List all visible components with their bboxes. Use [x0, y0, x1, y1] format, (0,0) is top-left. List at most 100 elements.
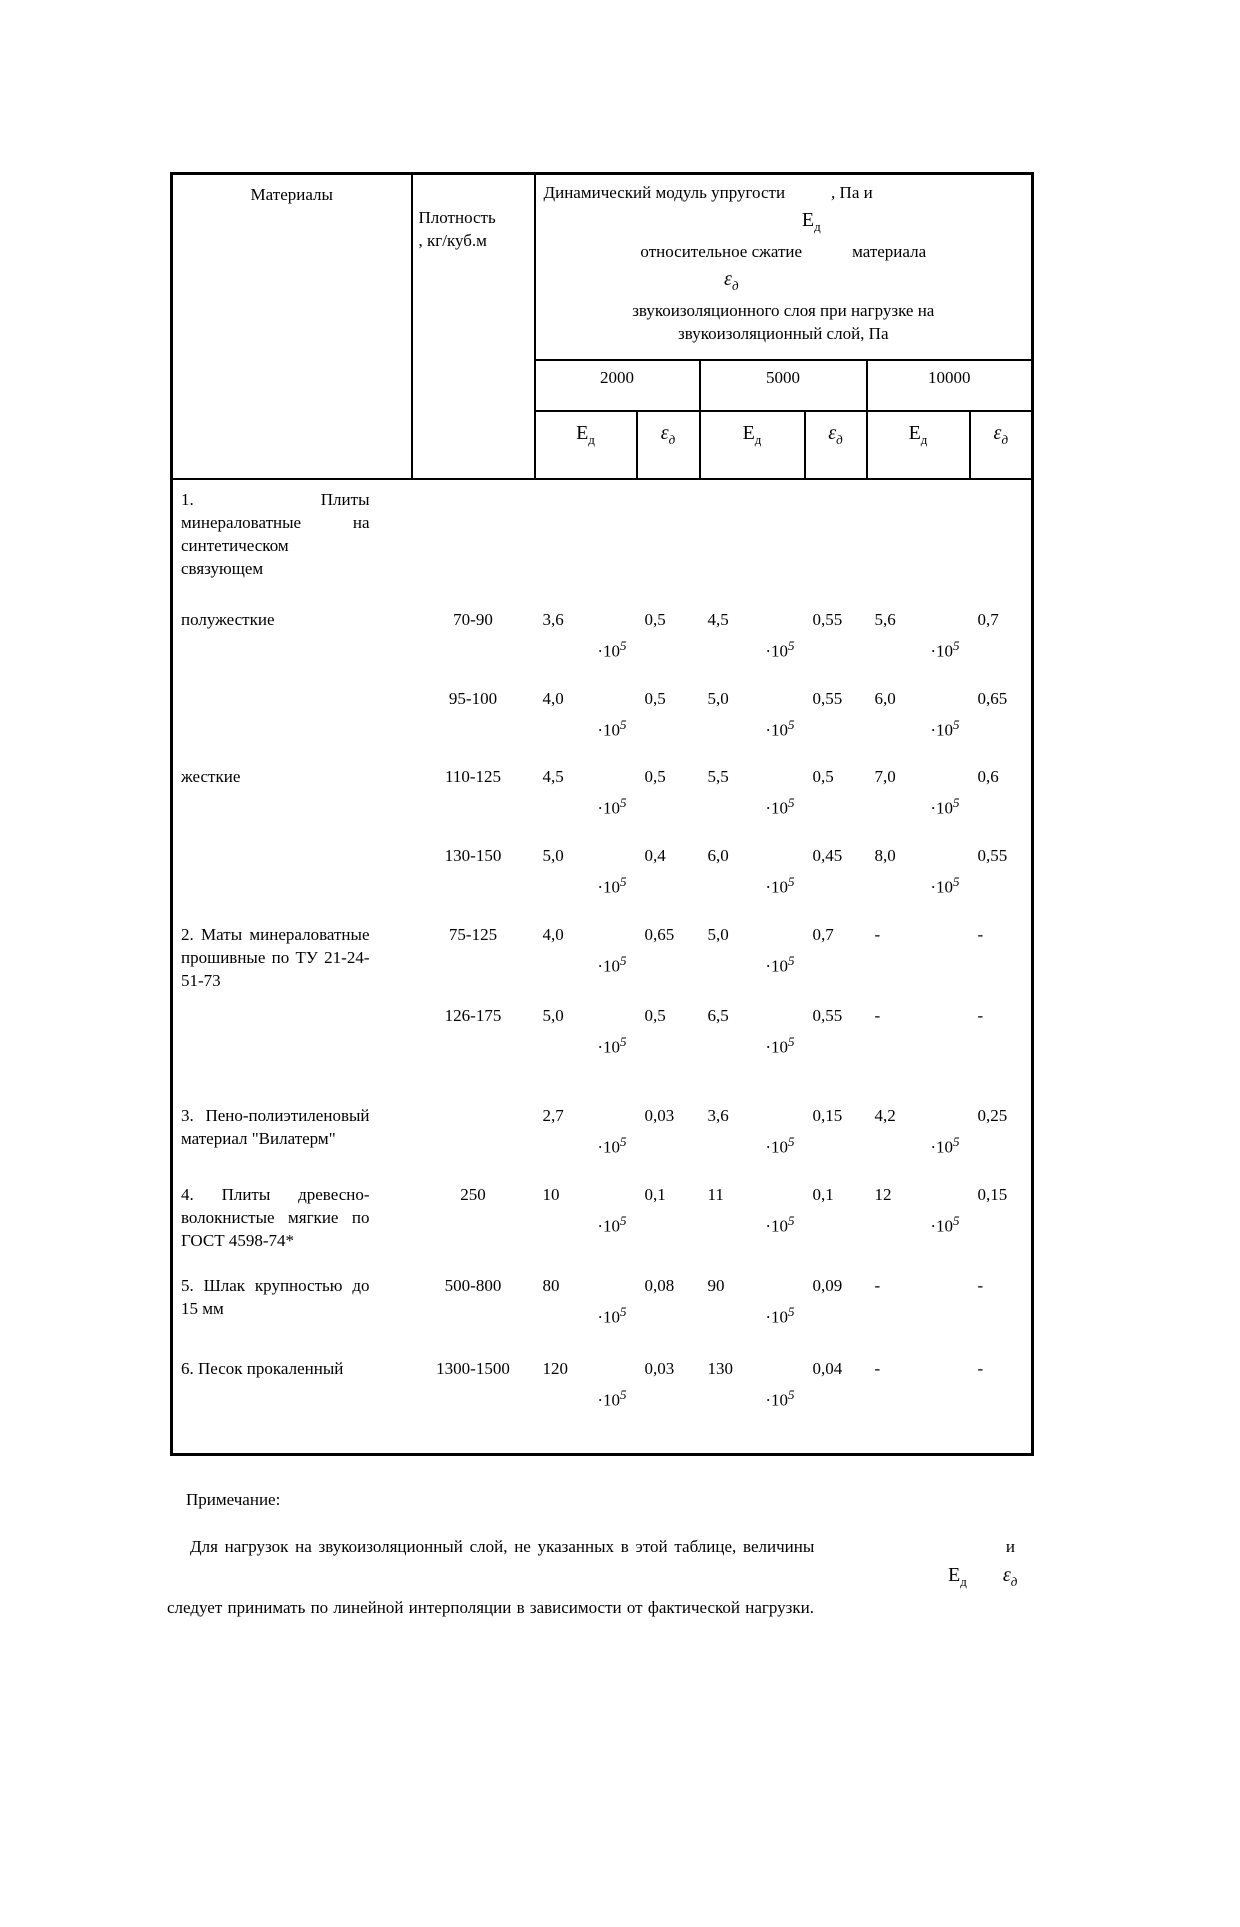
compression-value-cell — [637, 479, 700, 596]
e-d-symbol: Ед — [948, 1564, 967, 1590]
modulus-value-cell: 5,0·105 — [542, 1005, 627, 1057]
compression-value-cell: 0,25 — [977, 1106, 1008, 1126]
modulus-value-cell: 130·105 — [707, 1358, 795, 1410]
compression-value-cell: 0,08 — [644, 1275, 675, 1295]
compression-value-cell — [805, 479, 867, 596]
table-row: 95-100 4,0·105 0,5 5,0·105 0,55 6,0·105 0,65 — [172, 675, 1033, 754]
modulus-value-cell: 5,6·105 — [874, 610, 960, 661]
compression-value-cell: 0,5 — [644, 767, 666, 787]
compression-value-cell: 0,15 — [812, 1106, 843, 1126]
modulus-text: Динамический модуль упругости — [543, 183, 786, 202]
document-page: Материалы Плотность , кг/куб.м Динамичес… — [0, 172, 1240, 1927]
compression-value-cell: 0,7 — [977, 610, 999, 629]
modulus-value-cell: 7,0·105 — [874, 767, 960, 818]
modulus-value-cell: 120·105 — [542, 1358, 627, 1410]
material-cell: 3. Пено-полиэтиленовый материал "Вилатер… — [181, 1106, 370, 1149]
compression-value-cell: 0,55 — [812, 610, 843, 629]
density-cell: 130-150 — [444, 845, 502, 865]
density-cell: 110-125 — [444, 767, 502, 787]
eps-d-subheader: εд — [968, 410, 1034, 480]
modulus-value-cell: - — [874, 924, 881, 944]
compression-value-cell: 0,04 — [812, 1358, 843, 1378]
material-cell: 2. Маты минераловатные прошивные по ТУ 2… — [181, 924, 370, 990]
modulus-value-cell: 5,5·105 — [707, 767, 795, 818]
compression-value-cell: 0,15 — [977, 1184, 1008, 1204]
compression-value-cell: 0,1 — [812, 1184, 834, 1204]
compression-value-cell: 0,5 — [644, 688, 666, 708]
modulus-value-cell — [867, 479, 970, 596]
modulus-value-cell: 3,6·105 — [707, 1106, 795, 1157]
materials-column-header: Материалы — [170, 172, 413, 480]
compression-value-cell: 0,6 — [977, 767, 999, 787]
compression-value-cell: 0,09 — [812, 1275, 843, 1295]
modulus-value-cell: 8,0·105 — [874, 845, 960, 897]
table-header: Материалы Плотность , кг/куб.м Динамичес… — [170, 172, 1034, 480]
table-row: 3. Пено-полиэтиленовый материал "Вилатер… — [172, 1090, 1033, 1169]
material-cell: 5. Шлак крупностью до 15 мм — [181, 1275, 370, 1318]
compression-value-cell: 0,55 — [977, 845, 1008, 865]
density-cell: 95-100 — [448, 688, 498, 708]
modulus-value-cell: 4,0·105 — [542, 688, 627, 740]
compression-value-cell: - — [977, 924, 984, 944]
compression-value-cell: 0,45 — [812, 845, 843, 865]
compression-value-cell: 0,1 — [644, 1184, 666, 1204]
compression-value-cell: 0,65 — [977, 688, 1008, 708]
load-2000-header: 2000 — [533, 359, 701, 412]
compression-value-cell: 0,03 — [644, 1358, 675, 1378]
e-d-subheader: Ед — [698, 410, 806, 480]
table-row: 5. Шлак крупностью до 15 мм 500-800 80·105… — [172, 1260, 1033, 1343]
compression-value-cell: 0,65 — [644, 924, 675, 944]
density-cell — [412, 1090, 535, 1169]
header-line-load-1: звукоизоляционного слоя при нагрузке на — [632, 301, 935, 320]
compression-value-cell — [970, 479, 1033, 596]
note-formula-line: Ед εд — [948, 1560, 1240, 1592]
table-row: 6. Песок прокаленный 1300-1500 120·105 0,03… — [172, 1343, 1033, 1455]
material-cell: жесткие — [181, 767, 241, 787]
density-cell: 500-800 — [444, 1275, 502, 1295]
modulus-value-cell — [535, 479, 637, 596]
header-line-load-2: звукоизоляционный слой, Па — [678, 324, 889, 343]
modulus-value-cell: 90·105 — [707, 1275, 795, 1327]
header-row-loads: 2000 5000 10000 — [172, 359, 1034, 412]
note-section: Примечание: Для нагрузок на звукоизоляци… — [0, 1488, 1240, 1619]
load-5000-header: 5000 — [698, 359, 868, 412]
modulus-value-cell: 4,0·105 — [542, 924, 627, 976]
table-row: 130-150 5,0·105 0,4 6,0·105 0,45 8,0·105 0,55 — [172, 832, 1033, 911]
note-label: Примечание: — [186, 1490, 281, 1510]
epsilon-d-symbol: εд — [660, 422, 676, 447]
materials-column-label: Материалы — [250, 185, 333, 204]
eps-d-subheader: εд — [803, 410, 868, 480]
modulus-value-cell: 6,5·105 — [707, 1005, 795, 1057]
modulus-value-cell: 6,0·105 — [874, 688, 960, 740]
modulus-value-cell: 4,2·105 — [874, 1106, 960, 1157]
table-body: 1. Плиты минераловатные на синтетическом… — [172, 479, 1033, 1455]
material-word-text: материала — [852, 242, 927, 261]
table-row: 4. Плиты древесно-волокнистые мягкие по … — [172, 1169, 1033, 1260]
e-d-subheader: Ед — [865, 410, 971, 480]
compression-symbol-line: εд — [484, 263, 980, 299]
modulus-value-cell: 5,0·105 — [707, 924, 795, 976]
modulus-value-cell: 4,5·105 — [707, 610, 795, 661]
material-cell — [172, 675, 412, 754]
e-d-symbol: Ед — [742, 422, 762, 447]
modulus-value-cell: 4,5·105 — [542, 767, 627, 818]
header-line-compression: относительное сжатие материала — [536, 240, 1032, 263]
load-10000-header: 10000 — [865, 359, 1034, 412]
compression-text: относительное сжатие — [640, 242, 803, 261]
material-cell: 4. Плиты древесно-волокнистые мягкие по … — [181, 1184, 370, 1250]
note-paragraph-line-2: следует принимать по линейной интерполяц… — [167, 1598, 814, 1618]
modulus-value-cell: - — [874, 1275, 881, 1295]
material-cell — [172, 992, 412, 1091]
e-d-symbol: Ед — [908, 422, 928, 447]
modulus-value-cell: 5,0·105 — [707, 688, 795, 740]
eps-d-subheader: εд — [635, 410, 701, 480]
header-row-main: Материалы Плотность , кг/куб.м Динамичес… — [170, 172, 1034, 480]
modulus-value-cell: - — [874, 1005, 881, 1025]
table-row: 126-175 5,0·105 0,5 6,5·105 0,55 - - — [172, 992, 1033, 1091]
density-cell: 250 — [460, 1184, 486, 1204]
header-row-symbols: Ед εд Ед εд Ед εд — [172, 410, 1034, 480]
table-row: 2. Маты минераловатные прошивные по ТУ 2… — [172, 911, 1033, 992]
compression-value-cell: 0,4 — [644, 845, 666, 865]
modulus-compression-header: Динамический модуль упругости , Па и Ед о… — [533, 172, 1034, 361]
material-cell: 6. Песок прокаленный — [181, 1358, 344, 1378]
